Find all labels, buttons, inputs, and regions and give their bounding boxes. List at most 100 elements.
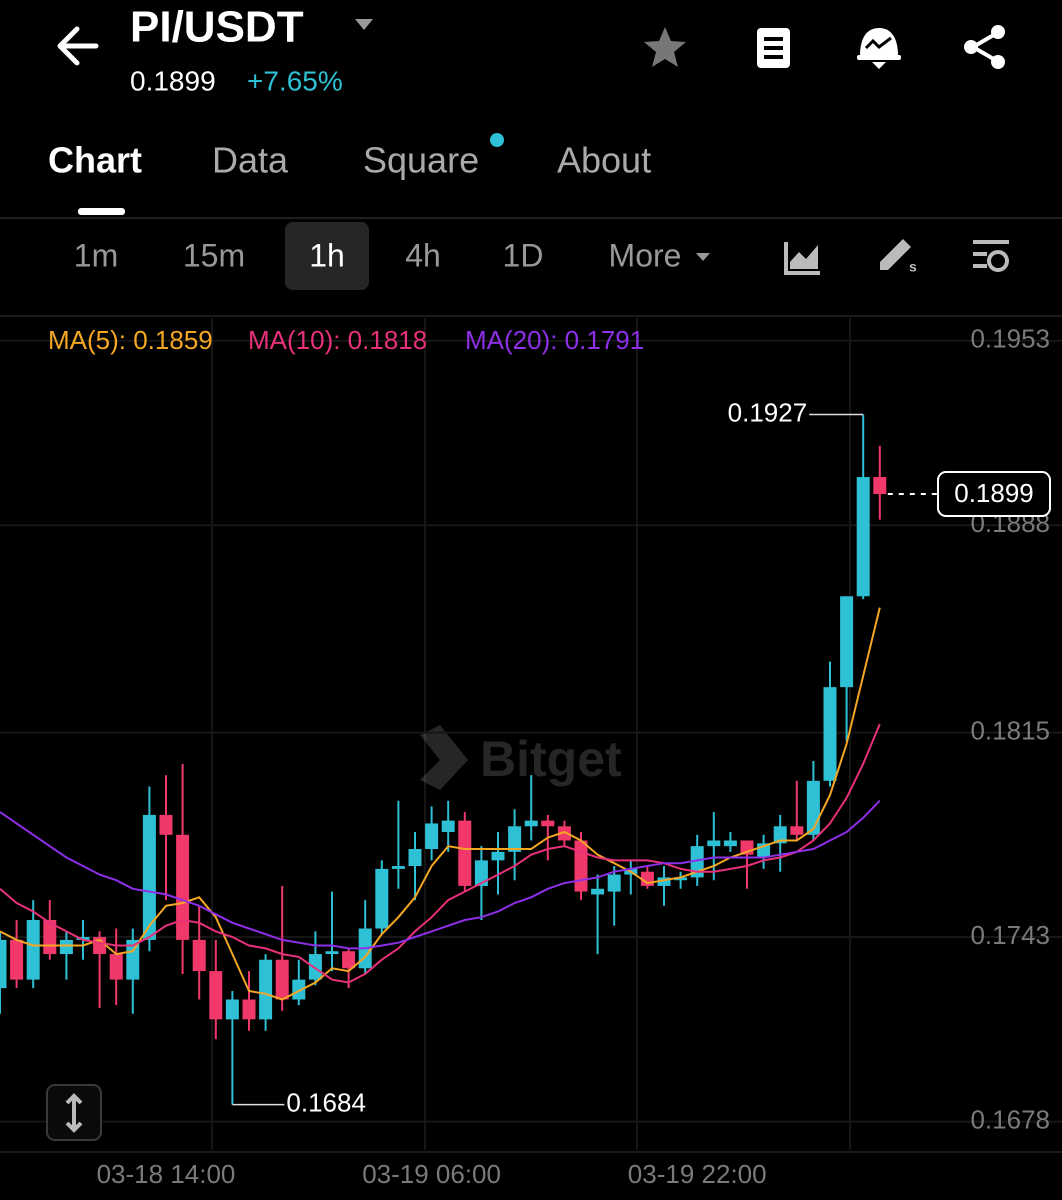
- interval[interactable]: 15m: [183, 237, 245, 273]
- indicator-icon[interactable]: [973, 240, 1009, 272]
- pair-title[interactable]: PI/USDT: [130, 3, 304, 52]
- alert-base: [857, 55, 901, 60]
- candle-body: [225, 999, 239, 1020]
- candle-body: [856, 477, 870, 597]
- candle-body: [458, 820, 472, 886]
- notes-line: [764, 37, 783, 41]
- candle-body: [342, 951, 356, 969]
- candle-body: [441, 820, 455, 832]
- candle-body: [259, 959, 273, 1020]
- candle-body: [823, 687, 837, 781]
- y-tick-label: 0.1743: [970, 920, 1050, 950]
- interval[interactable]: 1h: [309, 237, 345, 273]
- candle-body: [557, 826, 571, 841]
- candle-body: [723, 840, 737, 847]
- legend-entry: MA(5): 0.1859: [48, 325, 213, 355]
- candle-body: [325, 951, 339, 955]
- candle-body: [292, 979, 306, 1000]
- candle-body: [474, 860, 488, 886]
- interval-selected-bg: [285, 222, 369, 290]
- notes-icon[interactable]: [757, 28, 790, 68]
- pair-dropdown[interactable]: [355, 19, 373, 30]
- indicator-line: [973, 264, 987, 268]
- candle-body: [26, 919, 40, 980]
- tab-badge: [490, 133, 504, 147]
- candle-body: [707, 840, 721, 847]
- y-tick-label: 0.1678: [970, 1104, 1050, 1134]
- candle-body: [574, 840, 588, 892]
- candle-body: [308, 954, 322, 980]
- last-price-label: 0.1899: [954, 478, 1034, 508]
- candle-body: [524, 820, 538, 827]
- candle-body: [591, 888, 605, 895]
- alert-line: [864, 36, 892, 50]
- share-node: [991, 25, 1005, 39]
- indicator-gear: [987, 250, 1009, 272]
- candle-body: [408, 849, 422, 867]
- candle-body: [209, 971, 223, 1020]
- interval[interactable]: 1D: [503, 237, 544, 273]
- interval[interactable]: 4h: [405, 237, 441, 273]
- low-marker-label: 0.1684: [286, 1087, 366, 1117]
- back-button[interactable]: [57, 26, 99, 66]
- scale-toggle-arrows: [65, 1093, 83, 1133]
- interval[interactable]: More: [609, 237, 682, 273]
- legend-entry: MA(10): 0.1818: [248, 325, 427, 355]
- tab[interactable]: About: [557, 140, 651, 181]
- tab[interactable]: Square: [363, 140, 479, 181]
- interval[interactable]: 1m: [74, 237, 118, 273]
- draw-badge: s: [909, 259, 917, 275]
- favorite-icon[interactable]: [644, 27, 686, 67]
- watermark: Bitget: [420, 725, 622, 790]
- candle-body: [657, 877, 671, 886]
- candle-body: [541, 820, 555, 827]
- candle-body: [176, 834, 190, 940]
- candle-body: [491, 851, 505, 861]
- scale-toggle[interactable]: [46, 1084, 102, 1141]
- ma-line: [0, 723, 881, 984]
- plot: 0.1927 0.1684 0.1899: [0, 397, 1051, 1117]
- candle-body: [425, 823, 439, 850]
- x-tick-label: 03-18 14:00: [97, 1159, 236, 1189]
- chart-type-area: [790, 245, 818, 269]
- candle-body: [873, 477, 887, 495]
- alert-icon[interactable]: [857, 28, 901, 69]
- tab[interactable]: Data: [212, 140, 289, 181]
- y-tick-label: 0.1953: [970, 324, 1050, 354]
- legend-entry: MA(20): 0.1791: [465, 325, 644, 355]
- notes-line: [764, 46, 783, 50]
- candle-body: [126, 939, 140, 980]
- price-change: +7.65%: [247, 65, 343, 96]
- share-icon[interactable]: [964, 25, 1005, 69]
- candle-body: [790, 826, 804, 835]
- x-tick-label: 03-19 06:00: [362, 1159, 501, 1189]
- candle-body: [391, 866, 405, 869]
- last-price-box: [937, 471, 1051, 518]
- chart-type-axis: [784, 242, 820, 275]
- candle-body: [159, 814, 173, 835]
- candle-body: [840, 596, 854, 688]
- candle-body: [242, 999, 256, 1020]
- share-node: [964, 40, 978, 54]
- more-dropdown[interactable]: [696, 253, 710, 261]
- candle-body: [0, 939, 7, 989]
- notes-line: [764, 55, 783, 59]
- ma-line: [0, 800, 881, 950]
- draw-icon[interactable]: s: [880, 239, 917, 275]
- candle-body: [674, 877, 688, 881]
- y-tick-label: 0.1815: [970, 715, 1050, 745]
- tab[interactable]: Chart: [48, 140, 142, 181]
- candle-body: [10, 939, 24, 980]
- candle-body: [508, 826, 522, 852]
- candle-body: [275, 959, 289, 1000]
- alert-clapper: [872, 62, 886, 69]
- candle-body: [109, 954, 123, 980]
- high-marker-label: 0.1927: [728, 397, 808, 427]
- candle-body: [142, 814, 156, 940]
- candle-body: [375, 868, 389, 929]
- indicator-line: [973, 252, 987, 256]
- tab-underline: [78, 208, 125, 215]
- chart-type-icon[interactable]: [784, 242, 820, 275]
- x-tick-label: 03-19 22:00: [628, 1159, 767, 1189]
